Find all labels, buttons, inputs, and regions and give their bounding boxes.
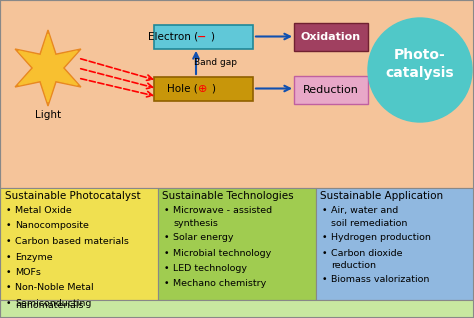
Bar <box>0 188 158 300</box>
Text: Photo-
catalysis: Photo- catalysis <box>386 48 454 80</box>
Text: Hydrogen production: Hydrogen production <box>331 233 431 242</box>
Text: LED technology: LED technology <box>173 264 247 273</box>
Text: Air, water and: Air, water and <box>331 206 398 215</box>
Text: Microwave - assisted: Microwave - assisted <box>173 206 272 215</box>
Text: Sustainable Photocatalyst: Sustainable Photocatalyst <box>5 191 141 201</box>
Bar <box>0 300 474 318</box>
Bar <box>316 188 474 300</box>
Text: •: • <box>164 248 170 258</box>
Polygon shape <box>15 30 81 106</box>
Text: Solar energy: Solar energy <box>173 233 234 242</box>
Text: Sustainable Technologies: Sustainable Technologies <box>162 191 293 201</box>
Text: Carbon dioxide: Carbon dioxide <box>331 248 402 258</box>
Text: •: • <box>164 264 170 273</box>
Text: nanomaterials: nanomaterials <box>15 301 83 310</box>
Text: •: • <box>322 233 328 242</box>
Text: •: • <box>6 237 11 246</box>
Text: Biomass valorization: Biomass valorization <box>331 275 429 285</box>
Text: Enzyme: Enzyme <box>15 252 53 261</box>
Text: Carbon based materials: Carbon based materials <box>15 237 129 246</box>
Text: Nanocomposite: Nanocomposite <box>15 222 89 231</box>
Text: MOFs: MOFs <box>15 268 41 277</box>
FancyBboxPatch shape <box>155 77 254 100</box>
Text: •: • <box>6 222 11 231</box>
Text: ⊕: ⊕ <box>198 84 208 93</box>
Circle shape <box>368 18 472 122</box>
Text: ): ) <box>211 84 215 93</box>
Text: •: • <box>6 268 11 277</box>
Bar <box>158 188 316 300</box>
Text: Reduction: Reduction <box>303 85 359 95</box>
Text: •: • <box>322 275 328 285</box>
Text: Non-Noble Metal: Non-Noble Metal <box>15 284 94 293</box>
Text: Electron (: Electron ( <box>148 31 198 42</box>
Bar <box>0 0 474 188</box>
Text: Hole (: Hole ( <box>167 84 198 93</box>
Text: Microbial technology: Microbial technology <box>173 248 271 258</box>
Text: •: • <box>164 206 170 215</box>
Text: reduction: reduction <box>331 261 376 271</box>
Text: •: • <box>6 206 11 215</box>
Polygon shape <box>18 34 77 102</box>
Text: Sustainable Application: Sustainable Application <box>320 191 443 201</box>
Text: •: • <box>322 206 328 215</box>
Text: •: • <box>164 233 170 242</box>
Text: −: − <box>197 31 207 42</box>
Text: •: • <box>6 252 11 261</box>
Text: Metal Oxide: Metal Oxide <box>15 206 72 215</box>
Text: •: • <box>164 280 170 288</box>
FancyBboxPatch shape <box>294 23 368 51</box>
Text: •: • <box>6 299 11 308</box>
Text: synthesis: synthesis <box>173 219 218 228</box>
Text: Semiconducting: Semiconducting <box>15 299 91 308</box>
Text: Light: Light <box>35 110 61 120</box>
Text: •: • <box>322 248 328 258</box>
Text: •: • <box>6 284 11 293</box>
FancyBboxPatch shape <box>294 76 368 104</box>
FancyBboxPatch shape <box>155 24 254 49</box>
Text: Mechano chemistry: Mechano chemistry <box>173 280 266 288</box>
Text: Oxidation: Oxidation <box>301 32 361 42</box>
Text: soil remediation: soil remediation <box>331 219 407 228</box>
Text: Band gap: Band gap <box>194 58 237 67</box>
Text: ): ) <box>210 31 214 42</box>
